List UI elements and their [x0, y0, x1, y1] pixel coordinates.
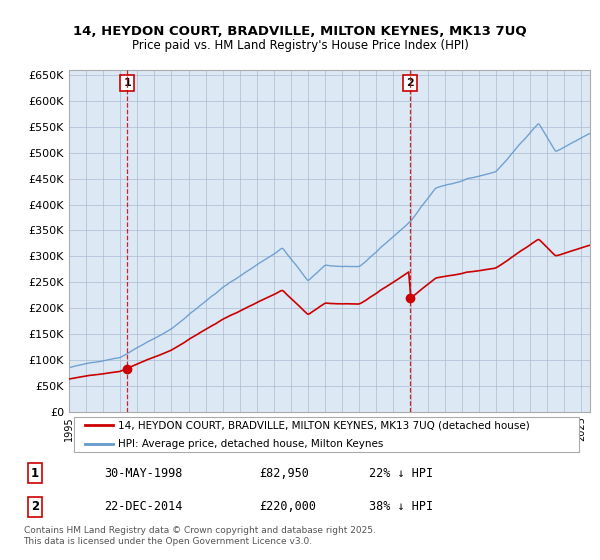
Text: 14, HEYDON COURT, BRADVILLE, MILTON KEYNES, MK13 7UQ (detached house): 14, HEYDON COURT, BRADVILLE, MILTON KEYN…: [118, 420, 530, 430]
Text: 30-MAY-1998: 30-MAY-1998: [104, 466, 182, 480]
Text: 2: 2: [406, 78, 414, 88]
Text: £82,950: £82,950: [260, 466, 310, 480]
Text: 22-DEC-2014: 22-DEC-2014: [104, 500, 182, 514]
Text: Price paid vs. HM Land Registry's House Price Index (HPI): Price paid vs. HM Land Registry's House …: [131, 39, 469, 52]
Text: Contains HM Land Registry data © Crown copyright and database right 2025.
This d: Contains HM Land Registry data © Crown c…: [23, 526, 376, 546]
Text: 22% ↓ HPI: 22% ↓ HPI: [369, 466, 433, 480]
Text: £220,000: £220,000: [260, 500, 317, 514]
Text: 1: 1: [31, 466, 39, 480]
Text: 1: 1: [124, 78, 131, 88]
FancyBboxPatch shape: [74, 417, 580, 452]
Text: 2: 2: [31, 500, 39, 514]
Text: HPI: Average price, detached house, Milton Keynes: HPI: Average price, detached house, Milt…: [118, 439, 384, 449]
Text: 14, HEYDON COURT, BRADVILLE, MILTON KEYNES, MK13 7UQ: 14, HEYDON COURT, BRADVILLE, MILTON KEYN…: [73, 25, 527, 38]
Text: 38% ↓ HPI: 38% ↓ HPI: [369, 500, 433, 514]
